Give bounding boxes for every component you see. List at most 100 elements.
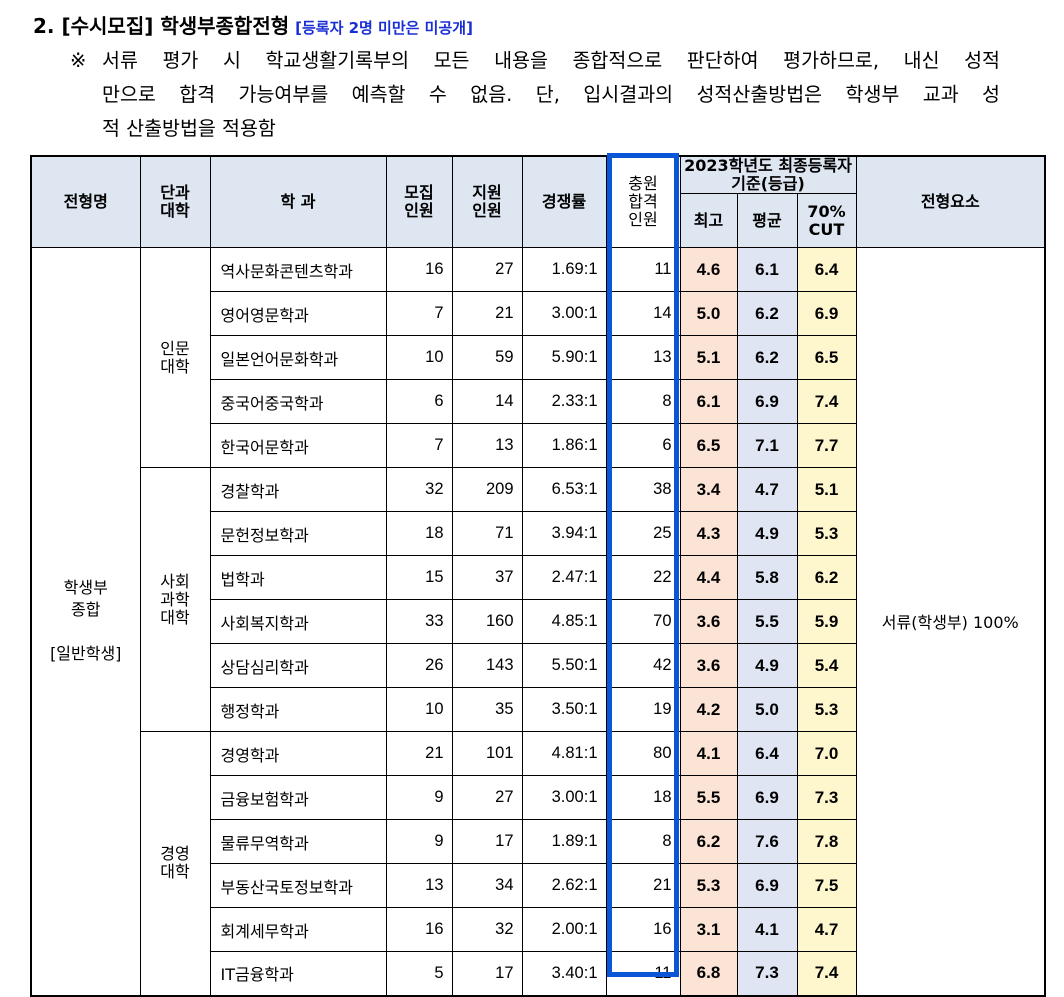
department-cell: 경찰학과 — [209, 467, 387, 512]
quota-cell: 7 — [385, 291, 453, 336]
department-cell: 경영학과 — [209, 731, 387, 776]
quota-cell: 16 — [385, 247, 453, 292]
department-cell: 행정학과 — [209, 687, 387, 732]
table-row: IT금융학과 5 17 3.40:1 11 6.8 7.3 7.4 — [31, 951, 1045, 996]
header-avg: 평균 — [736, 193, 798, 248]
department-cell: 상담심리학과 — [209, 643, 387, 688]
grade-avg-cell: 5.5 — [736, 599, 798, 644]
department-cell: 영어영문학과 — [209, 291, 387, 336]
ratio-cell: 3.00:1 — [521, 775, 607, 820]
grade-cut-cell: 6.2 — [796, 555, 857, 600]
applicants-cell: 32 — [451, 907, 523, 952]
grade-avg-cell: 6.2 — [736, 335, 798, 380]
grade-cut-cell: 5.9 — [796, 599, 857, 644]
grade-cut-cell: 5.3 — [796, 687, 857, 732]
waitlist-cell: 22 — [605, 555, 681, 600]
grade-cut-cell: 7.0 — [796, 731, 857, 776]
grade-max-cell: 3.6 — [679, 599, 738, 644]
grade-max-cell: 6.8 — [679, 951, 738, 996]
department-cell: 중국어중국학과 — [209, 379, 387, 424]
applicants-cell: 59 — [451, 335, 523, 380]
table-row: 사회 과학 대학 경찰학과 32 209 6.53:1 38 3.4 4.7 5.1 — [31, 467, 1045, 732]
waitlist-cell: 18 — [605, 775, 681, 820]
grade-cut-cell: 7.3 — [796, 775, 857, 820]
header-waitlist: 충원 합격 인원 — [605, 155, 681, 248]
ratio-cell: 1.86:1 — [521, 423, 607, 468]
quota-cell: 6 — [385, 379, 453, 424]
department-cell: 한국어문학과 — [209, 423, 387, 468]
ratio-cell: 3.50:1 — [521, 687, 607, 732]
applicants-cell: 13 — [451, 423, 523, 468]
grade-max-cell: 4.2 — [679, 687, 738, 732]
quota-cell: 18 — [385, 511, 453, 556]
college-cell: 인문 대학 — [139, 247, 211, 468]
ratio-cell: 3.40:1 — [521, 951, 607, 996]
grade-cut-cell: 7.4 — [796, 379, 857, 424]
grade-cut-cell: 5.4 — [796, 643, 857, 688]
waitlist-cell: 8 — [605, 819, 681, 864]
section-heading: 2. [수시모집] 학생부종합전형 [등록자 2명 미만은 미공개] — [33, 10, 473, 39]
waitlist-cell: 11 — [605, 247, 681, 292]
department-cell: 역사문화콘텐츠학과 — [209, 247, 387, 292]
notice-line-1: ※ 서류 평가 시 학교생활기록부의 모든 내용을 종합적으로 판단하여 평가하므… — [70, 44, 1000, 78]
waitlist-cell: 8 — [605, 379, 681, 424]
waitlist-cell: 80 — [605, 731, 681, 776]
applicants-cell: 17 — [451, 819, 523, 864]
table-body: 학생부 종합 [일반학생] 인문 대학 역사문화콘텐츠학과 16 27 1.69:1 11 4.6 6… — [30, 247, 1046, 996]
grade-max-cell: 3.4 — [679, 467, 738, 512]
grade-max-cell: 3.1 — [679, 907, 738, 952]
quota-cell: 16 — [385, 907, 453, 952]
header-applicants: 지원 인원 — [451, 155, 523, 248]
grade-max-cell: 5.1 — [679, 335, 738, 380]
ratio-cell: 6.53:1 — [521, 467, 607, 512]
grade-max-cell: 5.0 — [679, 291, 738, 336]
college-cell: 경영 대학 — [139, 731, 211, 996]
grade-avg-cell: 6.4 — [736, 731, 798, 776]
quota-cell: 5 — [385, 951, 453, 996]
grade-max-cell: 3.6 — [679, 643, 738, 688]
grade-max-cell: 4.1 — [679, 731, 738, 776]
admission-results-table: 전형명 단과 대학 학 과 모집 인원 지원 인원 경쟁률 충원 합격 인원 2023학년… — [30, 155, 1047, 997]
track-name-cell: 학생부 종합 [일반학생] — [30, 247, 141, 996]
ratio-cell: 5.50:1 — [521, 643, 607, 688]
quota-cell: 13 — [385, 863, 453, 908]
department-cell: 물류무역학과 — [209, 819, 387, 864]
quota-cell: 9 — [385, 775, 453, 820]
waitlist-cell: 14 — [605, 291, 681, 336]
grade-avg-cell: 6.9 — [736, 775, 798, 820]
grade-cut-cell: 7.7 — [796, 423, 857, 468]
grade-cut-cell: 6.4 — [796, 247, 857, 292]
quota-cell: 10 — [385, 687, 453, 732]
grade-cut-cell: 7.4 — [796, 951, 857, 996]
quota-cell: 15 — [385, 555, 453, 600]
ratio-cell: 1.89:1 — [521, 819, 607, 864]
quota-cell: 10 — [385, 335, 453, 380]
grade-avg-cell: 5.0 — [736, 687, 798, 732]
table-row: 행정학과 10 35 3.50:1 19 4.2 5.0 5.3 — [31, 687, 1045, 732]
grade-cut-cell: 5.1 — [796, 467, 857, 512]
applicants-cell: 37 — [451, 555, 523, 600]
applicants-cell: 14 — [451, 379, 523, 424]
grade-max-cell: 6.1 — [679, 379, 738, 424]
grade-avg-cell: 6.9 — [736, 379, 798, 424]
header-element: 전형요소 — [855, 155, 1046, 248]
grade-cut-cell: 7.8 — [796, 819, 857, 864]
department-cell: 금융보험학과 — [209, 775, 387, 820]
grade-cut-cell: 4.7 — [796, 907, 857, 952]
notice-line-3: 적 산출방법을 적용함 — [102, 117, 276, 140]
grade-avg-cell: 6.9 — [736, 863, 798, 908]
grade-max-cell: 5.5 — [679, 775, 738, 820]
applicants-cell: 17 — [451, 951, 523, 996]
grade-avg-cell: 5.8 — [736, 555, 798, 600]
ratio-cell: 5.90:1 — [521, 335, 607, 380]
grade-max-cell: 4.6 — [679, 247, 738, 292]
waitlist-cell: 25 — [605, 511, 681, 556]
quota-cell: 7 — [385, 423, 453, 468]
grade-avg-cell: 4.9 — [736, 511, 798, 556]
department-cell: 회계세무학과 — [209, 907, 387, 952]
ratio-cell: 2.33:1 — [521, 379, 607, 424]
header-ratio: 경쟁률 — [521, 155, 607, 248]
waitlist-cell: 13 — [605, 335, 681, 380]
applicants-cell: 27 — [451, 247, 523, 292]
ratio-cell: 2.47:1 — [521, 555, 607, 600]
